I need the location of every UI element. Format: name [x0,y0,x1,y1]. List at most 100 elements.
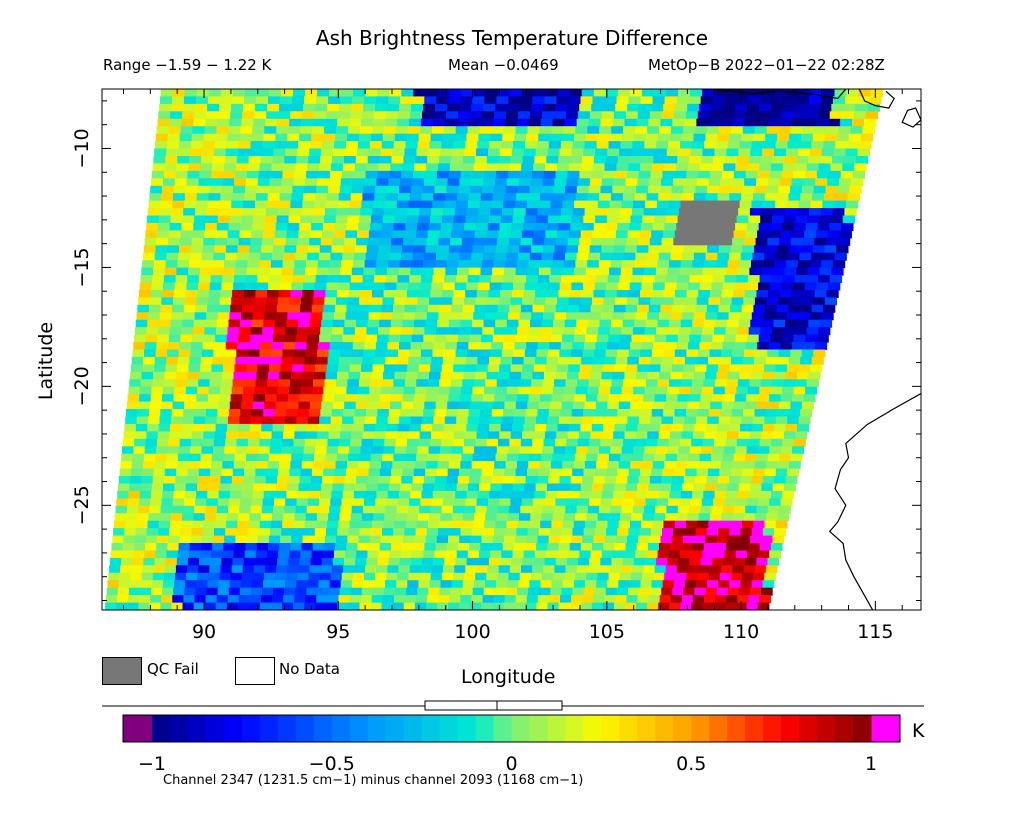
data-cell [504,595,517,604]
data-cell [665,513,677,522]
data-cell [391,312,405,321]
data-cell [279,461,291,470]
data-cell [676,342,689,351]
data-cell [187,557,200,566]
data-cell [551,193,565,202]
data-cell [230,483,243,492]
data-cell [303,103,316,112]
data-cell [630,572,643,581]
data-cell [311,133,324,142]
data-cell [528,193,541,202]
data-cell [713,386,726,395]
data-cell [381,304,394,313]
data-cell [210,468,222,477]
data-cell [252,312,265,321]
data-cell [417,371,430,380]
data-cell [211,461,223,470]
data-cell [765,304,778,313]
data-cell [743,513,756,522]
data-cell [505,528,517,537]
data-cell [652,163,665,172]
colorbar-segment [403,715,423,742]
data-cell [106,587,119,596]
data-cell [268,282,281,291]
data-cell [338,111,351,120]
data-cell [241,490,254,499]
data-cell [267,290,280,298]
coastline-bali [858,89,895,109]
data-cell [672,476,685,484]
data-cell [579,431,591,440]
data-cell [211,550,223,559]
data-cell [554,438,567,447]
data-cell [512,550,525,559]
data-cell [353,490,366,499]
data-cell [516,118,530,127]
data-cell [572,528,585,537]
data-cell [535,483,548,492]
data-cell [550,200,563,209]
data-cell [452,223,465,231]
data-cell [413,245,426,254]
data-cell [235,535,248,544]
data-cell [649,178,662,187]
data-cell [669,260,682,269]
data-cell [325,453,338,462]
data-cell [471,528,484,537]
data-cell [535,148,549,157]
data-cell [438,237,451,246]
data-cell [254,208,267,217]
data-cell [193,319,206,328]
data-cell [801,401,814,410]
data-cell [417,223,430,231]
data-cell [476,565,489,574]
data-cell [712,96,726,105]
data-cell [425,319,438,328]
data-cell [300,215,313,224]
data-cell [196,297,209,306]
data-cell [835,193,849,202]
data-cell [335,461,348,470]
data-cell [296,245,309,254]
data-cell [462,580,475,589]
data-cell [723,223,736,231]
data-cell [585,334,598,343]
data-cell [372,364,385,373]
data-cell [661,356,674,365]
data-cell [598,327,611,336]
data-cell [472,453,485,462]
data-cell [737,327,750,336]
colorbar-segment [763,715,782,742]
data-cell [134,535,147,544]
data-cell [564,319,577,328]
data-cell [117,490,130,499]
data-cell [386,572,398,581]
data-cell [266,386,279,395]
data-cell [352,260,366,269]
data-cell [186,476,199,484]
data-cell [465,431,478,440]
data-cell [596,208,609,217]
data-cell [616,290,629,298]
data-cell [153,468,166,477]
data-cell [212,543,224,551]
data-cell [732,565,745,574]
data-cell [598,260,612,269]
data-cell [204,126,218,135]
data-cell [257,453,270,462]
data-cell [703,319,717,328]
data-cell [158,423,171,432]
data-cell [827,178,840,187]
data-cell [618,215,632,224]
data-cell [238,141,252,150]
data-cell [203,520,216,529]
data-cell [554,312,567,321]
data-cell [232,193,245,202]
data-cell [793,111,807,120]
data-cell [113,520,126,529]
data-cell [249,423,262,432]
data-cell [502,208,515,217]
data-cell [164,468,177,477]
data-cell [448,461,461,470]
data-cell [642,513,655,522]
